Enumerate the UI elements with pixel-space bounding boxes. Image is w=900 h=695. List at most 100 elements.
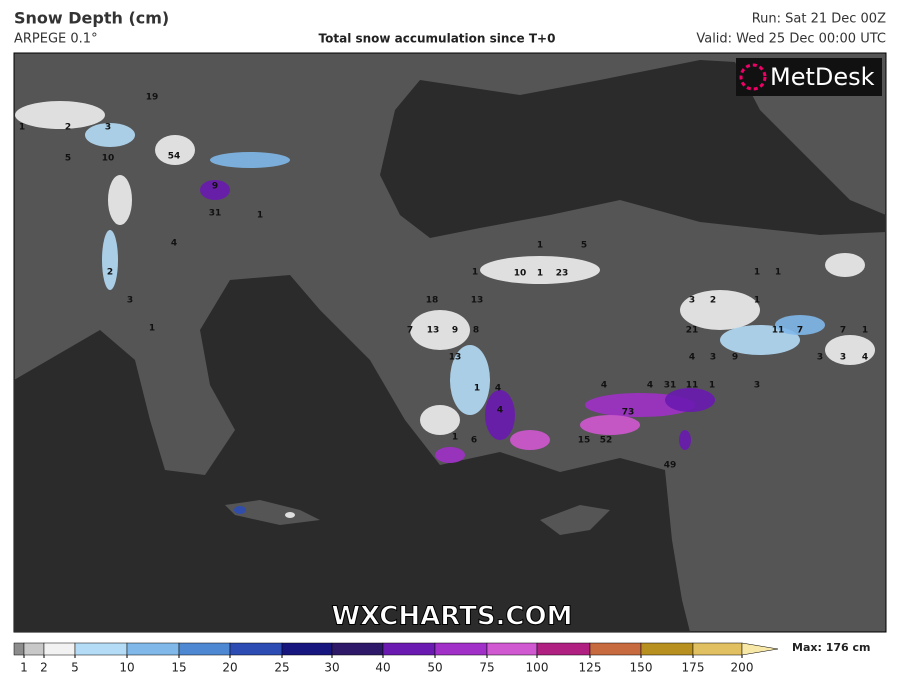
colorbar-swatch [74,642,128,656]
black-sea [380,60,886,238]
snow-value-label: 1 [474,384,480,394]
colorbar-tick-label: 125 [579,661,602,675]
snow-patch [665,388,715,412]
snow-value-label: 4 [862,353,868,363]
snow-value-label: 73 [622,408,635,418]
colorbar-swatch [434,642,488,656]
snow-patch [210,152,290,168]
snow-value-label: 4 [689,353,695,363]
crete [225,500,320,525]
snow-value-label: 6 [471,436,477,446]
snow-value-label: 4 [497,406,503,416]
colorbar-tick-label: 30 [324,661,339,675]
snow-value-label: 3 [127,296,133,306]
snow-patch [285,512,295,518]
colorbar-swatch [692,642,743,656]
colorbar-swatch [178,642,231,656]
snow-value-label: 23 [556,269,569,279]
snow-value-label: 9 [732,353,738,363]
snow-value-label: 2 [710,296,716,306]
colorbar: 1 2 5 10 15 20 25 30 40 50 75 100 125 150 175 200 [13,642,779,675]
snow-value-label: 1 [754,268,760,278]
max-label: Max: 176 cm [792,641,870,654]
snow-value-label: 4 [171,239,177,249]
snow-patch [680,290,760,330]
cyprus [540,505,610,535]
colorbar-tick-label: 75 [479,661,494,675]
snow-value-label: 1 [257,211,263,221]
snow-value-label: 4 [601,381,607,391]
snow-value-label: 13 [471,296,484,306]
snow-patch [510,430,550,450]
snow-value-label: 8 [473,326,479,336]
snow-value-label: 11 [686,381,699,391]
snow-patch [200,180,230,200]
colorbar-tick-label: 100 [526,661,549,675]
colorbar-swatch [536,642,591,656]
snow-value-label: 54 [168,152,181,162]
valid: Valid: Wed 25 Dec 00:00 UTC [696,32,886,47]
snow-value-label: 3 [105,123,111,133]
snow-value-label: 3 [710,353,716,363]
colorbar-tick-label: 2 [40,661,48,675]
snow-patch [435,447,465,463]
colorbar-arrow [741,642,779,656]
colorbar-tick-label: 25 [274,661,289,675]
snow-patch [485,390,515,440]
snow-value-label: 31 [209,209,222,219]
snow-patch [825,253,865,277]
snow-patch [580,415,640,435]
snow-value-label: 3 [689,296,695,306]
snow-value-label: 19 [146,93,159,103]
snow-value-label: 1 [537,241,543,251]
snow-value-label: 7 [797,326,803,336]
colorbar-swatch [281,642,333,656]
colorbar-tick-label: 15 [171,661,186,675]
colorbar-swatch [229,642,283,656]
subtitle: Total snow accumulation since T+0 [319,32,556,46]
snow-value-label: 1 [862,326,868,336]
snow-value-label: 1 [537,269,543,279]
colorbar-swatch [43,642,76,656]
snow-value-label: 9 [452,326,458,336]
snow-value-label: 3 [817,353,823,363]
snow-patch [85,123,135,147]
colorbar-tick-label: 5 [71,661,79,675]
colorbar-swatch [382,642,436,656]
snow-value-label: 7 [840,326,846,336]
snow-value-label: 15 [578,436,591,446]
snow-value-label: 31 [664,381,677,391]
snow-value-label: 52 [600,436,613,446]
snow-value-label: 1 [709,381,715,391]
snow-value-label: 1 [452,433,458,443]
snow-value-label: 1 [775,268,781,278]
colorbar-swatch [13,642,25,656]
model: ARPEGE 0.1° [14,32,98,47]
snow-value-label: 49 [664,461,677,471]
snow-patch [450,345,490,415]
snow-patch [825,335,875,365]
snow-value-label: 3 [754,381,760,391]
snow-patch [15,101,105,129]
snow-value-label: 1 [149,324,155,334]
snow-patch [234,506,246,514]
snow-patch [108,175,132,225]
snow-patch [102,230,118,290]
snow-value-label: 18 [426,296,439,306]
snow-value-label: 1 [472,268,478,278]
snow-value-label: 1 [19,123,25,133]
colorbar-swatch [486,642,538,656]
snow-areas [15,101,875,518]
logo-icon [739,63,767,91]
snow-value-label: 21 [686,326,699,336]
snow-value-label: 13 [427,326,440,336]
watermark: WXCHARTS.COM [331,602,572,632]
colorbar-tick-label: 1 [20,661,28,675]
snow-patch [720,325,800,355]
colorbar-tick-label: 20 [222,661,237,675]
snow-patch [420,405,460,435]
snow-patch [155,135,195,165]
colorbar-tick-label: 150 [630,661,653,675]
snow-value-label: 9 [212,182,218,192]
